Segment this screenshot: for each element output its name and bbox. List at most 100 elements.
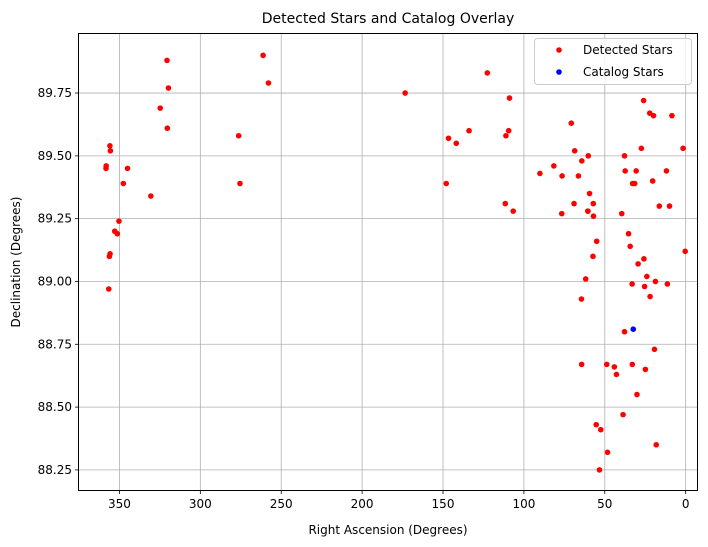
detected-star-point	[625, 230, 632, 237]
y-tick-label: 89.50	[38, 149, 72, 163]
detected-star-point	[578, 361, 585, 368]
detected-star-point	[559, 173, 565, 179]
detected-star-point	[584, 208, 591, 214]
x-tick-label: 50	[597, 497, 612, 511]
detected-star-point	[604, 449, 611, 456]
detected-star-point	[466, 127, 472, 134]
y-axis-ticks: 88.25 88.50 88.75 89.00 89.25 89.50 89.75	[38, 86, 79, 477]
legend-box	[534, 38, 692, 85]
detected-star-point	[103, 165, 109, 172]
detected-star-point	[585, 153, 592, 159]
detected-star-point	[105, 286, 112, 292]
x-tick-label: 200	[351, 497, 374, 511]
detected-star-point	[265, 80, 272, 86]
chart-title: Detected Stars and Catalog Overlay	[262, 11, 515, 27]
legend-marker-catalog	[556, 69, 562, 75]
detected-star-point	[235, 132, 242, 139]
detected-star-point	[593, 421, 600, 428]
detected-star-point	[445, 135, 452, 142]
detected-star-point	[402, 90, 408, 96]
detected-star-point	[642, 366, 649, 373]
detected-star-point	[571, 200, 577, 207]
detected-star-point	[148, 193, 154, 199]
detected-star-point	[593, 238, 600, 245]
detected-star-point	[682, 248, 688, 255]
detected-star-point	[680, 145, 686, 152]
x-tick-label: 300	[189, 497, 212, 511]
detected-star-point	[622, 168, 628, 174]
detected-star-point	[237, 180, 243, 187]
detected-star-point	[649, 178, 656, 184]
detected-star-point	[621, 153, 628, 159]
detected-star-point	[631, 180, 638, 187]
detected-star-point	[157, 105, 164, 111]
detected-star-point	[551, 163, 557, 169]
legend-label-detected: Detected Stars	[583, 43, 673, 57]
detected-star-point	[453, 140, 460, 147]
detected-star-point	[669, 112, 675, 119]
x-axis-label: Right Ascension (Degrees)	[308, 523, 467, 537]
y-tick-label: 89.75	[38, 86, 72, 100]
detected-star-point	[638, 145, 645, 152]
detected-star-point	[506, 95, 513, 101]
detected-star-point	[164, 125, 171, 132]
detected-star-point	[653, 441, 660, 448]
detected-star-point	[116, 218, 122, 224]
detected-star-point	[107, 251, 113, 257]
x-tick-label: 0	[682, 497, 690, 511]
detected-star-point	[582, 276, 589, 282]
detected-star-point	[611, 364, 618, 370]
detected-star-point	[596, 467, 603, 473]
detected-star-point	[629, 281, 635, 287]
x-tick-label: 150	[432, 497, 455, 511]
detected-star-point	[635, 261, 641, 267]
detected-star-point	[502, 200, 509, 207]
x-axis-ticks: 350 300 250 200 150 100 50 0	[108, 490, 690, 511]
detected-star-point	[621, 328, 628, 335]
y-tick-label: 88.50	[38, 400, 72, 414]
detected-star-point	[620, 411, 626, 418]
y-axis-label: Declination (Degrees)	[9, 197, 23, 328]
detected-star-point	[590, 200, 597, 207]
detected-star-point	[597, 426, 604, 433]
x-tick-label: 350	[108, 497, 131, 511]
detected-star-point	[578, 296, 585, 302]
detected-star-point	[443, 180, 450, 187]
x-tick-label: 100	[512, 497, 535, 511]
detected-star-point	[165, 85, 172, 91]
data-points	[103, 52, 688, 473]
detected-star-point	[484, 70, 491, 76]
detected-star-point	[164, 57, 170, 64]
detected-star-point	[634, 391, 640, 398]
detected-star-point	[505, 127, 512, 134]
detected-star-point	[114, 230, 121, 237]
legend-marker-detected	[556, 47, 562, 53]
catalog-star-point	[630, 326, 637, 333]
detected-star-point	[107, 148, 114, 154]
y-tick-label: 89.00	[38, 274, 72, 288]
y-tick-label: 88.25	[38, 463, 72, 477]
detected-star-point	[650, 112, 657, 119]
detected-star-point	[641, 283, 648, 290]
detected-star-point	[124, 165, 131, 172]
y-tick-label: 89.25	[38, 212, 72, 226]
detected-star-point	[568, 120, 575, 126]
plot-area-frame	[78, 33, 698, 491]
detected-star-point	[575, 173, 582, 179]
detected-star-point	[590, 213, 597, 219]
detected-star-point	[571, 148, 578, 154]
detected-star-point	[647, 293, 653, 300]
x-tick-label: 250	[270, 497, 293, 511]
detected-star-point	[633, 168, 639, 174]
detected-star-point	[644, 273, 650, 280]
detected-star-point	[260, 52, 266, 59]
detected-star-point	[663, 168, 670, 174]
detected-star-point	[510, 208, 517, 214]
detected-star-point	[618, 210, 625, 217]
detected-star-point	[627, 243, 633, 250]
y-tick-label: 88.75	[38, 337, 72, 351]
detected-star-point	[656, 203, 663, 209]
grid-lines	[79, 34, 697, 490]
detected-star-point	[666, 203, 673, 209]
